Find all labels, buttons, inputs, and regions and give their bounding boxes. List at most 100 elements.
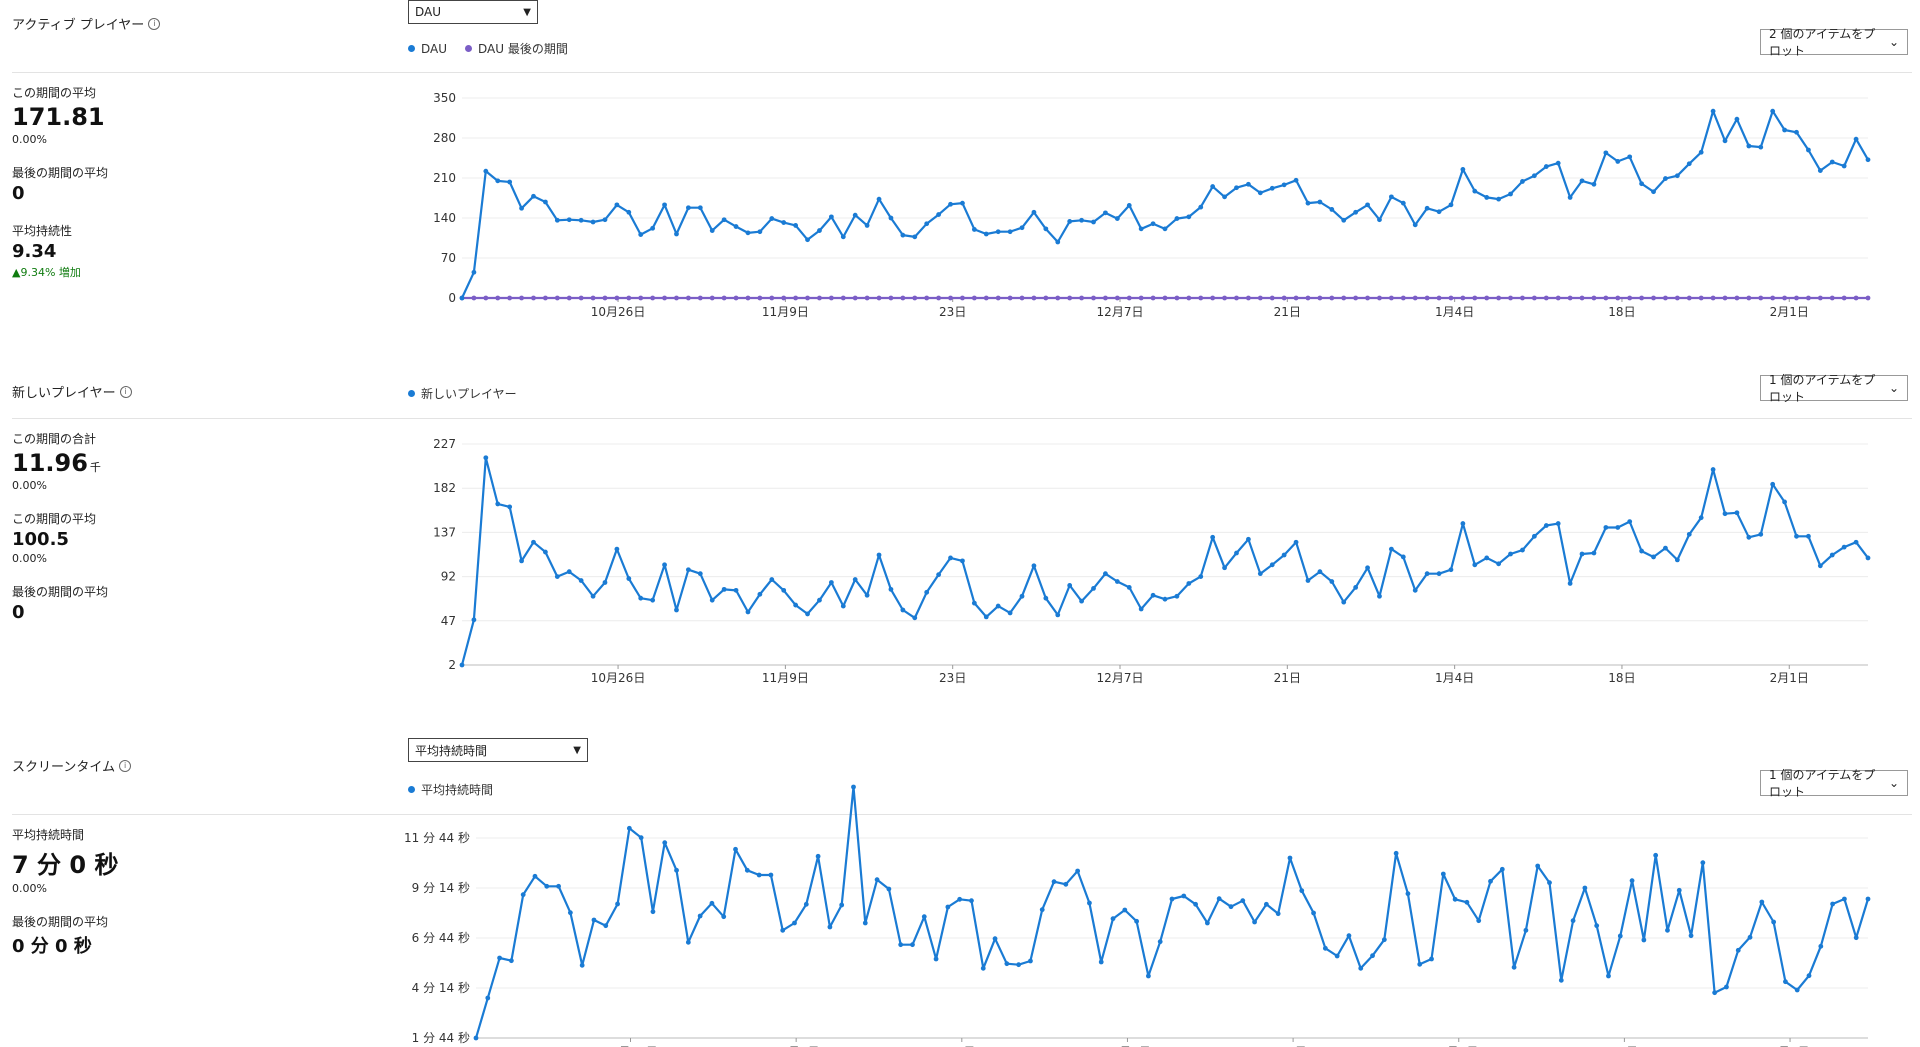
- data-point[interactable]: [1460, 167, 1466, 172]
- data-point[interactable]: [936, 572, 942, 578]
- data-point[interactable]: [1162, 226, 1168, 232]
- data-point[interactable]: [1746, 143, 1752, 149]
- data-point[interactable]: [1388, 295, 1394, 301]
- data-point[interactable]: [1783, 979, 1788, 985]
- data-point[interactable]: [508, 958, 514, 964]
- data-point[interactable]: [519, 295, 524, 301]
- data-point[interactable]: [1651, 295, 1656, 301]
- data-point[interactable]: [1817, 563, 1823, 569]
- data-point[interactable]: [1436, 295, 1442, 301]
- data-point[interactable]: [544, 883, 550, 889]
- data-point[interactable]: [1055, 295, 1061, 301]
- data-point[interactable]: [1146, 973, 1151, 979]
- data-point[interactable]: [1674, 295, 1680, 301]
- data-point[interactable]: [1674, 173, 1680, 179]
- data-point[interactable]: [1007, 295, 1013, 301]
- data-point[interactable]: [912, 234, 918, 240]
- data-point[interactable]: [839, 902, 845, 908]
- data-point[interactable]: [615, 901, 620, 907]
- data-point[interactable]: [1157, 939, 1163, 945]
- data-point[interactable]: [1464, 899, 1470, 905]
- data-point[interactable]: [1210, 295, 1216, 301]
- data-point[interactable]: [602, 295, 608, 301]
- data-point[interactable]: [507, 179, 513, 185]
- data-point[interactable]: [936, 295, 942, 301]
- data-point[interactable]: [566, 569, 572, 575]
- data-point[interactable]: [1004, 961, 1010, 967]
- data-point[interactable]: [840, 603, 846, 609]
- data-point[interactable]: [781, 220, 787, 225]
- data-point[interactable]: [793, 295, 799, 301]
- data-point[interactable]: [1126, 295, 1132, 301]
- data-point[interactable]: [1817, 295, 1823, 301]
- data-point[interactable]: [957, 896, 963, 902]
- data-point[interactable]: [1043, 226, 1049, 232]
- data-point[interactable]: [1594, 923, 1600, 929]
- data-point[interactable]: [757, 591, 763, 597]
- data-point[interactable]: [1055, 239, 1061, 245]
- data-point[interactable]: [1222, 194, 1227, 200]
- data-point[interactable]: [1686, 161, 1692, 167]
- data-point[interactable]: [1246, 181, 1251, 187]
- data-point[interactable]: [674, 867, 679, 873]
- data-point[interactable]: [614, 546, 620, 552]
- data-point[interactable]: [1110, 916, 1116, 922]
- data-point[interactable]: [459, 662, 465, 668]
- new-players-chart[interactable]: 2 47 92 137 182 227 10月26日 11月9日 23日 12月7日 21日 1月4日…: [0, 0, 1920, 700]
- data-point[interactable]: [1246, 536, 1251, 542]
- data-point[interactable]: [507, 295, 513, 301]
- data-point[interactable]: [1724, 984, 1729, 990]
- data-point[interactable]: [638, 295, 644, 301]
- data-point[interactable]: [1841, 163, 1847, 169]
- data-point[interactable]: [1746, 295, 1752, 301]
- data-point[interactable]: [1091, 295, 1096, 301]
- data-point[interactable]: [874, 877, 880, 883]
- data-point[interactable]: [1627, 295, 1633, 301]
- data-point[interactable]: [1770, 295, 1776, 301]
- data-point[interactable]: [1806, 147, 1811, 153]
- data-point[interactable]: [614, 295, 620, 301]
- data-point[interactable]: [554, 574, 560, 579]
- data-point[interactable]: [1606, 973, 1611, 979]
- data-point[interactable]: [566, 217, 572, 223]
- data-point[interactable]: [827, 924, 833, 930]
- data-point[interactable]: [697, 205, 703, 211]
- data-point[interactable]: [709, 597, 715, 603]
- data-point[interactable]: [995, 229, 1001, 235]
- data-point[interactable]: [1334, 953, 1340, 959]
- data-point[interactable]: [840, 295, 846, 301]
- data-point[interactable]: [960, 295, 965, 301]
- data-point[interactable]: [1484, 195, 1490, 200]
- data-point[interactable]: [1806, 973, 1812, 979]
- data-point[interactable]: [1174, 593, 1180, 599]
- data-point[interactable]: [1210, 534, 1216, 540]
- data-point[interactable]: [1535, 863, 1541, 869]
- data-point[interactable]: [590, 219, 596, 225]
- data-point[interactable]: [697, 913, 703, 919]
- data-point[interactable]: [1067, 583, 1073, 588]
- legend-item-dau[interactable]: DAU: [408, 40, 447, 57]
- data-point[interactable]: [1424, 205, 1430, 211]
- data-point[interactable]: [471, 295, 477, 301]
- data-point[interactable]: [1686, 295, 1692, 301]
- data-point[interactable]: [638, 232, 644, 237]
- data-point[interactable]: [1472, 562, 1478, 568]
- data-point[interactable]: [1663, 176, 1668, 181]
- data-point[interactable]: [992, 936, 998, 942]
- data-point[interactable]: [1043, 595, 1049, 601]
- data-point[interactable]: [1075, 868, 1081, 874]
- data-point[interactable]: [1381, 937, 1387, 943]
- data-point[interactable]: [1567, 195, 1573, 200]
- data-point[interactable]: [888, 215, 894, 221]
- data-point[interactable]: [983, 614, 989, 620]
- data-point[interactable]: [709, 228, 715, 233]
- data-point[interactable]: [626, 576, 632, 581]
- data-point[interactable]: [960, 558, 965, 564]
- data-point[interactable]: [768, 872, 774, 878]
- data-point[interactable]: [828, 580, 834, 585]
- plot-items-button[interactable]: 1 個のアイテムをプロット ⌄: [1760, 373, 1908, 404]
- data-point[interactable]: [1252, 919, 1257, 925]
- data-point[interactable]: [1174, 216, 1180, 221]
- data-point[interactable]: [1651, 554, 1656, 560]
- data-point[interactable]: [1424, 295, 1430, 301]
